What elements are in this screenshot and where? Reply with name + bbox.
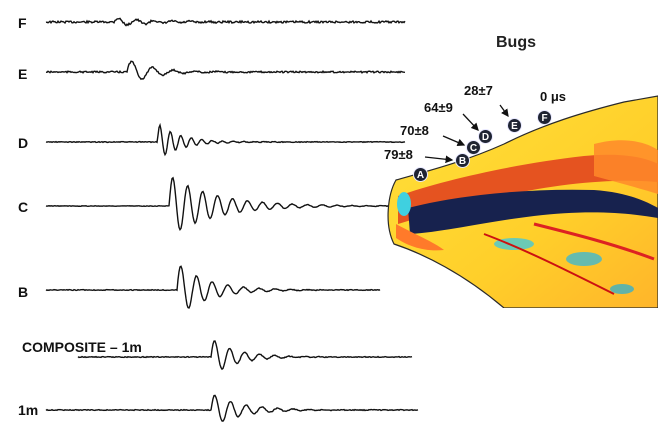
trace-label-1m: 1m <box>18 402 39 418</box>
sensor-point-b: B <box>455 153 470 168</box>
arrow-to-d <box>462 113 479 131</box>
trace-1m-wave <box>45 394 419 422</box>
trace-e-wave <box>45 60 406 81</box>
trace-label-d: D <box>18 135 29 151</box>
red-vein <box>533 222 655 261</box>
arrow-to-b <box>424 155 454 164</box>
arrow-to-e <box>499 104 509 118</box>
right-red-tissue <box>594 140 658 194</box>
trace-label-c: C <box>18 199 29 215</box>
delay-label-e: 28±7 <box>464 83 493 98</box>
delay-label-d: 64±9 <box>424 100 453 115</box>
trace-label-e: E <box>18 66 28 82</box>
sensor-point-e: E <box>507 118 522 133</box>
trace-b-wave <box>45 265 381 309</box>
trace-c-wave <box>45 176 406 232</box>
trace-label-composite: COMPOSITE – 1m <box>22 339 142 355</box>
delay-label-f: 0 μs <box>540 89 567 104</box>
red-tissue-band <box>398 154 658 224</box>
bug-head-section-image <box>387 95 658 308</box>
red-vein <box>483 233 615 295</box>
cyan-spot <box>566 252 602 266</box>
trace-label-b: B <box>18 284 29 300</box>
waveform-traces <box>45 17 419 422</box>
sensor-point-f: F <box>537 110 552 125</box>
trace-composite-wave <box>77 340 413 371</box>
sensor-point-d: D <box>478 129 493 144</box>
delay-label-c: 70±8 <box>400 123 429 138</box>
trace-d-wave <box>45 122 406 157</box>
trace-label-f: F <box>18 15 27 31</box>
panel-title: Bugs <box>496 34 536 51</box>
dark-blue-cavity <box>408 189 658 234</box>
cyan-spot <box>610 284 634 294</box>
sensor-point-a: A <box>413 167 428 182</box>
sensor-point-c: C <box>466 140 481 155</box>
cyan-spot <box>397 192 411 216</box>
orange-lobe <box>396 224 444 251</box>
delay-label-b: 79±8 <box>384 147 413 162</box>
arrow-to-c <box>442 135 466 147</box>
trace-f-wave <box>45 17 406 27</box>
